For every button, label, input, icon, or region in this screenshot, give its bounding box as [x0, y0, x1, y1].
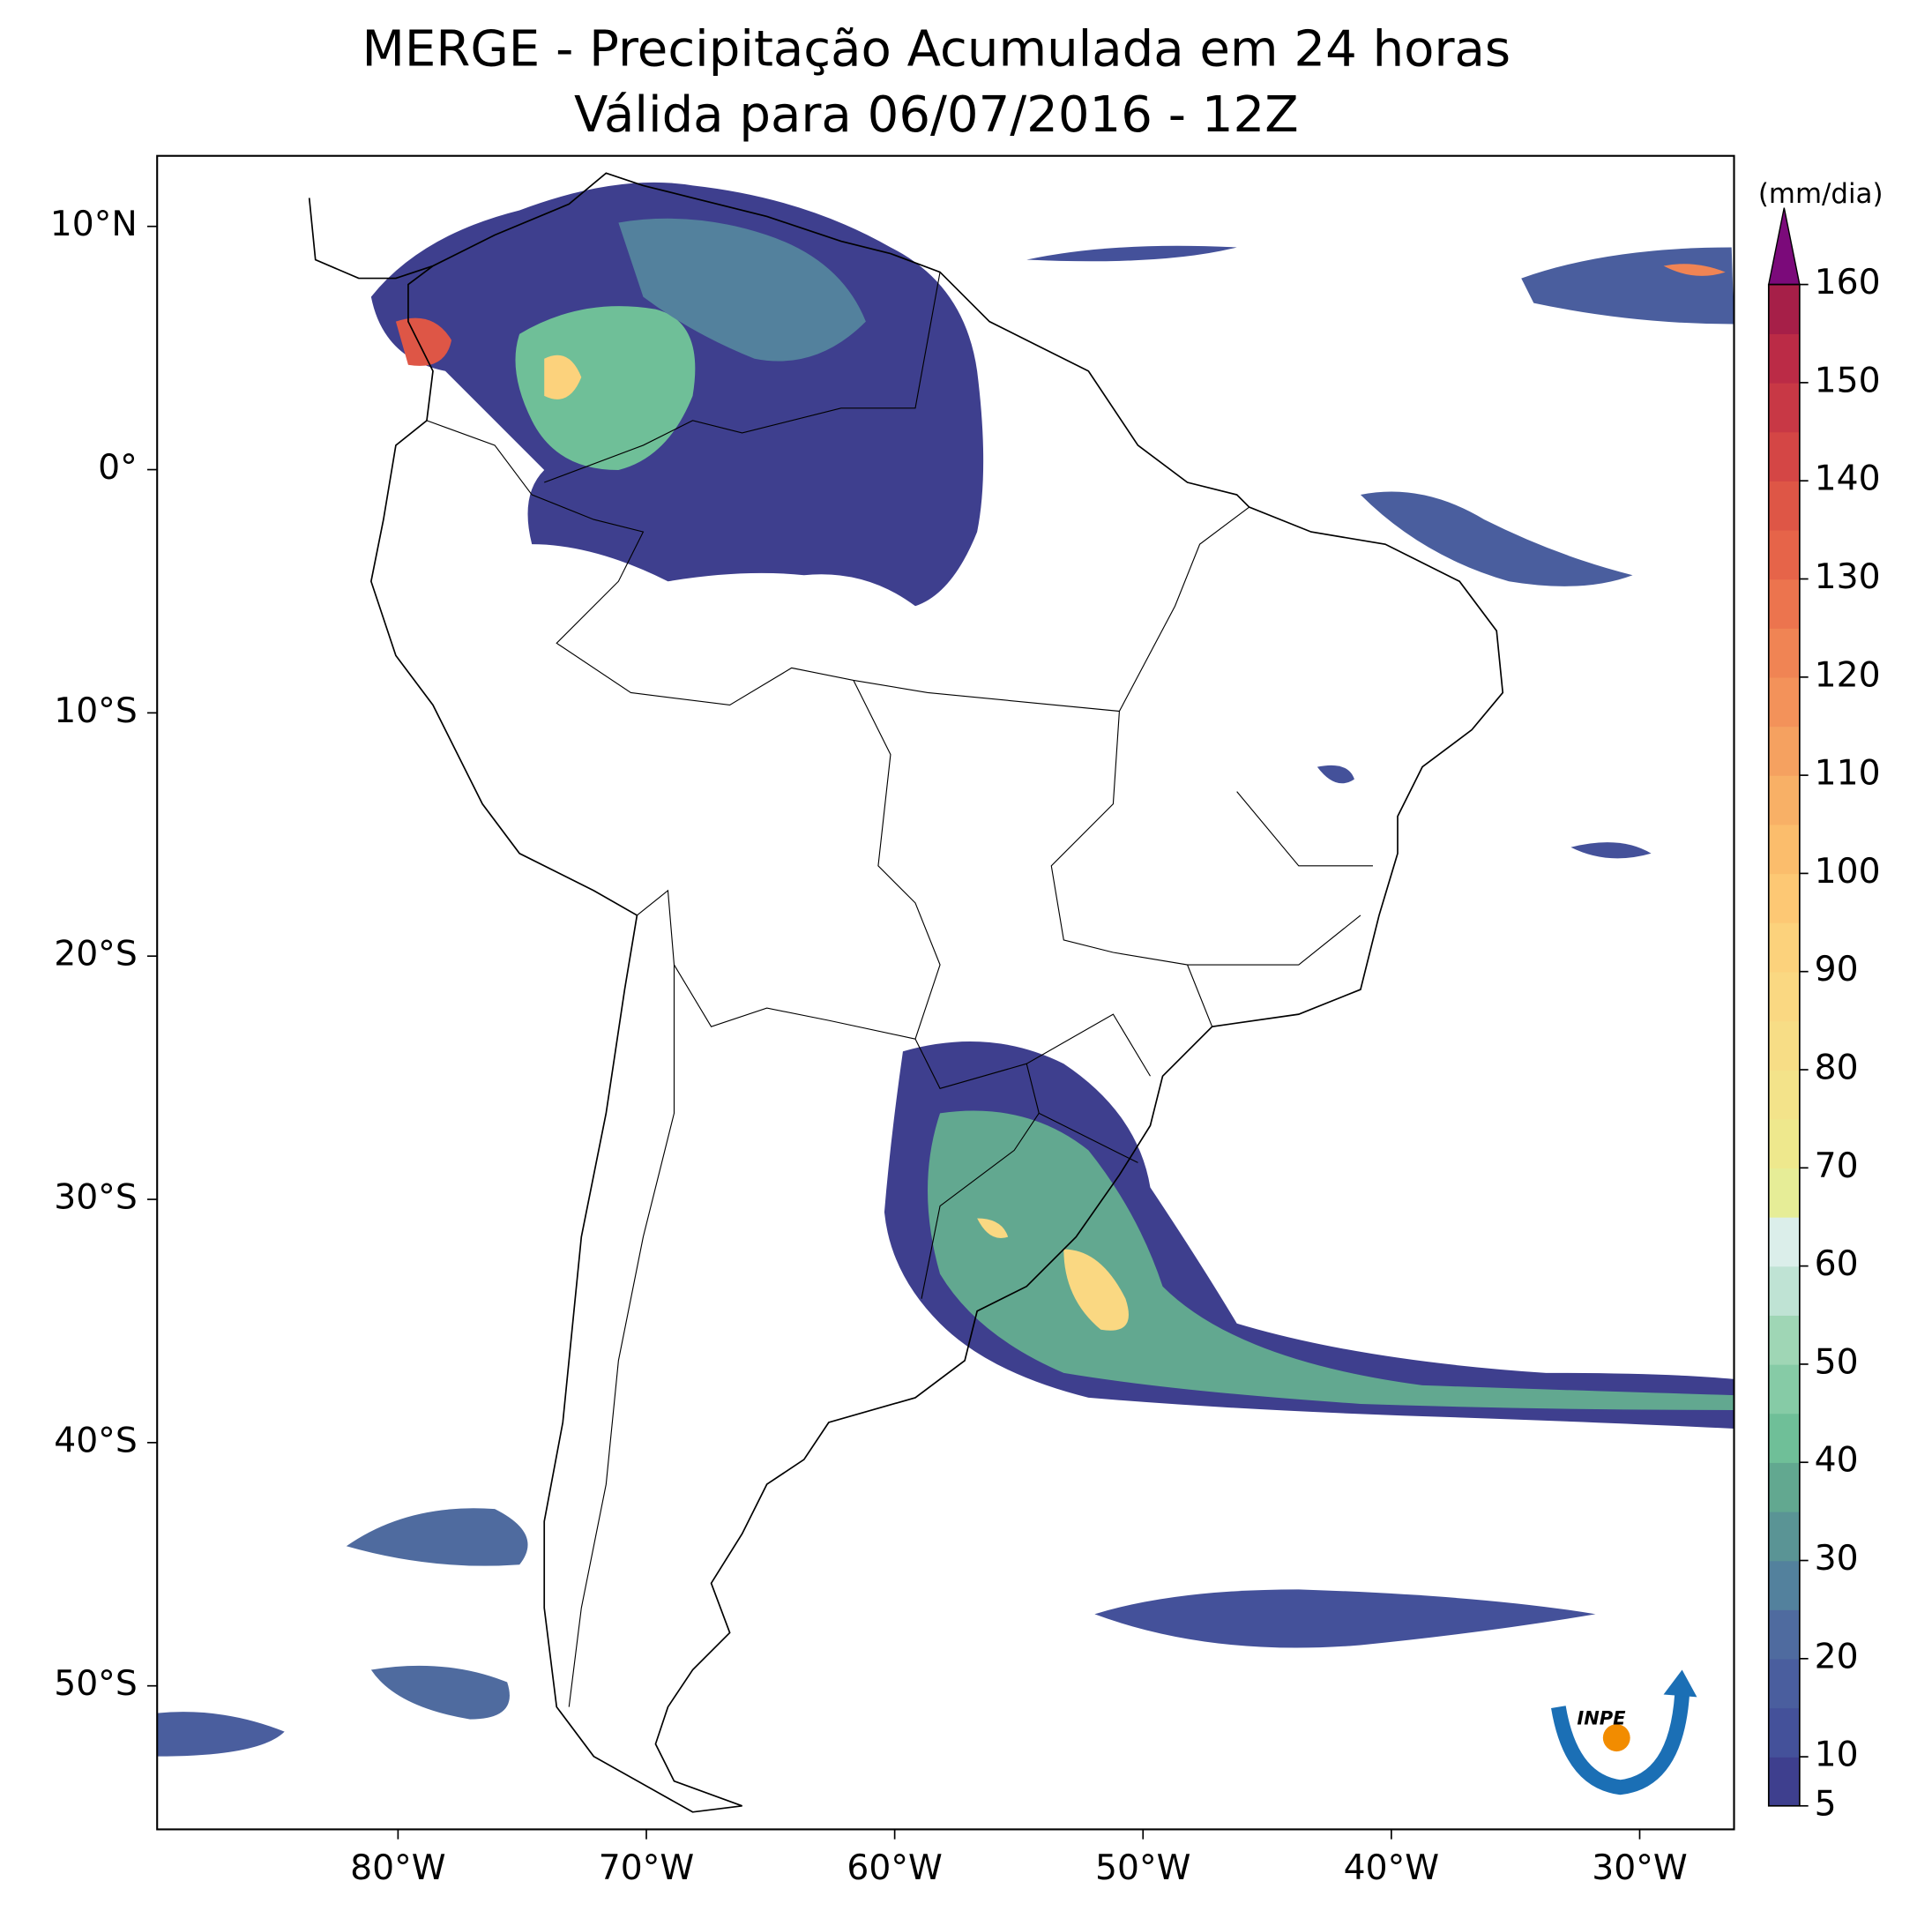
x-tick-label: 70°W [599, 1848, 694, 1888]
logo-arrow [1663, 1669, 1697, 1698]
colorbar-band [1768, 1363, 1800, 1415]
y-tick-label: 0° [98, 448, 138, 488]
precip-area [370, 1665, 510, 1720]
colorbar-tick-label: 160 [1815, 263, 1881, 302]
colorbar-frame [1767, 283, 1801, 1807]
colorbar-band [1768, 382, 1800, 433]
precip-area [928, 1110, 1734, 1410]
colorbar-band [1768, 1511, 1800, 1562]
y-tick-label: 10°S [54, 691, 138, 731]
precip-area [1360, 491, 1633, 586]
colorbar-band [1768, 284, 1800, 334]
y-tick-label: 30°S [54, 1178, 138, 1218]
colorbar-tick-label: 110 [1815, 754, 1881, 794]
logo-arc [1551, 1693, 1690, 1795]
coastline [308, 172, 1504, 1813]
colorbar-band [1768, 1609, 1800, 1660]
border [426, 420, 1250, 713]
colorbar-band [1768, 824, 1800, 875]
colorbar-tick-label: 80 [1815, 1049, 1859, 1088]
x-tick-label: 50°W [1095, 1848, 1190, 1888]
precip-area [1094, 1589, 1596, 1648]
precip-area [977, 1218, 1009, 1238]
precip-area [1063, 1249, 1129, 1331]
y-tick-label: 40°S [54, 1421, 138, 1460]
colorbar-band [1768, 1315, 1800, 1365]
colorbar-band [1768, 1658, 1800, 1709]
colorbar-band [1768, 1413, 1800, 1463]
colorbar-label: (mm/dia) [1758, 178, 1884, 210]
colorbar-band [1768, 1757, 1800, 1807]
logo: INPE [1551, 1669, 1697, 1795]
colorbar-band [1768, 1560, 1800, 1610]
logo-dot [1602, 1724, 1630, 1752]
colorbar-band [1768, 1216, 1800, 1267]
colorbar-tick-label: 60 [1815, 1244, 1859, 1284]
border [544, 272, 941, 1707]
precip-area [1663, 264, 1726, 276]
border [637, 680, 941, 1040]
logo-text: INPE [1577, 1707, 1626, 1729]
precip-areas [157, 182, 1734, 1757]
precip-area [515, 306, 696, 470]
colorbar-band [1768, 1118, 1800, 1169]
precip-area [1317, 765, 1354, 784]
colorbar-tick-label: 130 [1815, 557, 1881, 597]
colorbar-band [1768, 1070, 1800, 1120]
colorbar-band [1768, 333, 1800, 384]
chart-title: MERGE - Precipitação Acumulada em 24 hor… [362, 21, 1511, 78]
colorbar-tick-label: 70 [1815, 1146, 1859, 1186]
map [157, 172, 1734, 1813]
colorbar-tick-label: 50 [1815, 1342, 1859, 1382]
colorbar-band [1768, 481, 1800, 531]
colorbar-band [1768, 922, 1800, 973]
y-tick-label: 50°S [54, 1664, 138, 1704]
x-tick-label: 40°W [1344, 1848, 1439, 1888]
colorbar-tick-label: 90 [1815, 950, 1859, 989]
colorbar-band [1768, 1265, 1800, 1316]
y-tick-label: 10°N [50, 205, 138, 244]
colorbar-tick-label: 40 [1815, 1441, 1859, 1481]
precip-area [544, 355, 582, 399]
x-tick-label: 30°W [1592, 1848, 1687, 1888]
chart-subtitle: Válida para 06/07/2016 - 12Z [574, 86, 1299, 144]
colorbar-tick-label: 20 [1815, 1637, 1859, 1676]
colorbar-band [1768, 726, 1800, 776]
colorbar-tick-label: 100 [1815, 852, 1881, 892]
colorbar-band [1768, 873, 1800, 923]
colorbar-band [1768, 971, 1800, 1022]
colorbar-band [1768, 529, 1800, 580]
colorbar-tick-label: 140 [1815, 459, 1881, 499]
colorbar-band [1768, 775, 1800, 825]
precip-area [157, 1712, 285, 1757]
colorbar-band [1768, 1462, 1800, 1512]
colorbar-band [1768, 676, 1800, 728]
colorbar-tick-label: 150 [1815, 361, 1881, 400]
border [1050, 711, 1373, 1027]
map-frame [156, 154, 1735, 1831]
colorbar-band [1768, 579, 1800, 629]
border [914, 1013, 1151, 1299]
colorbar-tick-label: 5 [1815, 1784, 1837, 1824]
x-tick-label: 80°W [350, 1848, 445, 1888]
colorbar-tick-label: 120 [1815, 655, 1881, 695]
colorbar-band [1768, 1707, 1800, 1758]
precip-area [346, 1508, 528, 1566]
colorbar-band [1768, 1020, 1800, 1071]
colorbar-band [1768, 628, 1800, 678]
precip-area [1570, 842, 1652, 859]
colorbar-tick-label: 30 [1815, 1539, 1859, 1579]
y-tick-label: 20°S [54, 935, 138, 974]
precip-area [1026, 245, 1237, 262]
colorbar-tick-label: 10 [1815, 1736, 1859, 1775]
colorbar-band [1768, 431, 1800, 481]
precip-area [395, 317, 452, 366]
x-tick-label: 60°W [847, 1848, 942, 1888]
precip-area [618, 218, 866, 362]
colorbar-band [1768, 1168, 1800, 1218]
